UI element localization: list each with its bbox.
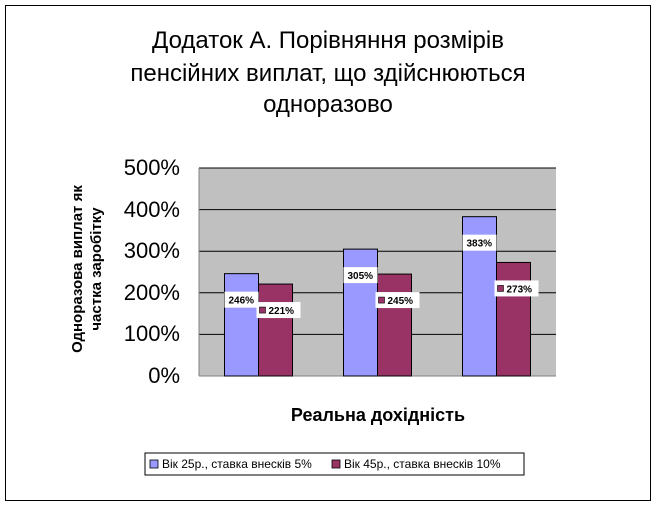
data-label-text: 221% <box>269 306 295 317</box>
data-label-key <box>378 296 385 304</box>
bar <box>496 261 531 377</box>
y-tick-label: 200% <box>124 280 180 305</box>
bar <box>224 273 259 377</box>
legend-swatch-2 <box>331 459 341 469</box>
bar <box>377 273 412 377</box>
data-label-bg <box>375 292 420 309</box>
data-label-bg <box>343 267 378 284</box>
chart-title-line-3: одноразово <box>263 91 393 118</box>
data-label-bg <box>462 234 497 251</box>
y-tick-label: 400% <box>124 197 180 222</box>
data-label-text: 305% <box>348 271 374 282</box>
bars: 246% 305% 383% 221% 245% 273% <box>224 216 539 377</box>
data-label: 221% <box>256 302 301 319</box>
legend-item-2: Вік 45р., ставка внесків 10% <box>344 457 501 471</box>
data-label: 246% <box>224 291 259 308</box>
data-label: 273% <box>494 280 539 297</box>
x-axis-label: Реальна дохідність <box>291 405 465 425</box>
y-tick-label: 0% <box>148 363 180 388</box>
chart-title-line-2: пенсійних виплат, що здійснюються <box>130 60 525 87</box>
legend-swatch-1 <box>149 459 159 469</box>
data-label-bg <box>224 291 259 308</box>
data-label: 245% <box>375 292 420 309</box>
data-label-text: 245% <box>388 296 414 307</box>
data-label: 305% <box>343 267 378 284</box>
chart-title-line-1: Додаток А. Порівняння розмірів <box>152 27 504 54</box>
y-tick-label: 300% <box>124 238 180 263</box>
y-tick-labels: 0% 100% 200% 300% 400% 500% <box>124 155 180 388</box>
data-label-key <box>497 285 504 292</box>
bar <box>258 283 293 377</box>
data-label-bg <box>256 302 301 319</box>
y-axis-label-line-1: Одноразова виплат як <box>69 185 86 353</box>
data-label-text: 383% <box>467 239 493 250</box>
legend-item-1: Вік 25р., ставка внесків 5% <box>162 457 312 471</box>
data-label-key <box>259 306 266 314</box>
y-tick-label: 100% <box>124 321 180 346</box>
data-label-text: 273% <box>507 284 533 295</box>
y-tick-label: 500% <box>124 155 180 180</box>
y-axis-label-line-2: частка заробітку <box>88 207 105 331</box>
data-label-text: 246% <box>229 296 255 307</box>
data-label-bg <box>494 280 539 297</box>
data-label: 383% <box>462 234 497 251</box>
